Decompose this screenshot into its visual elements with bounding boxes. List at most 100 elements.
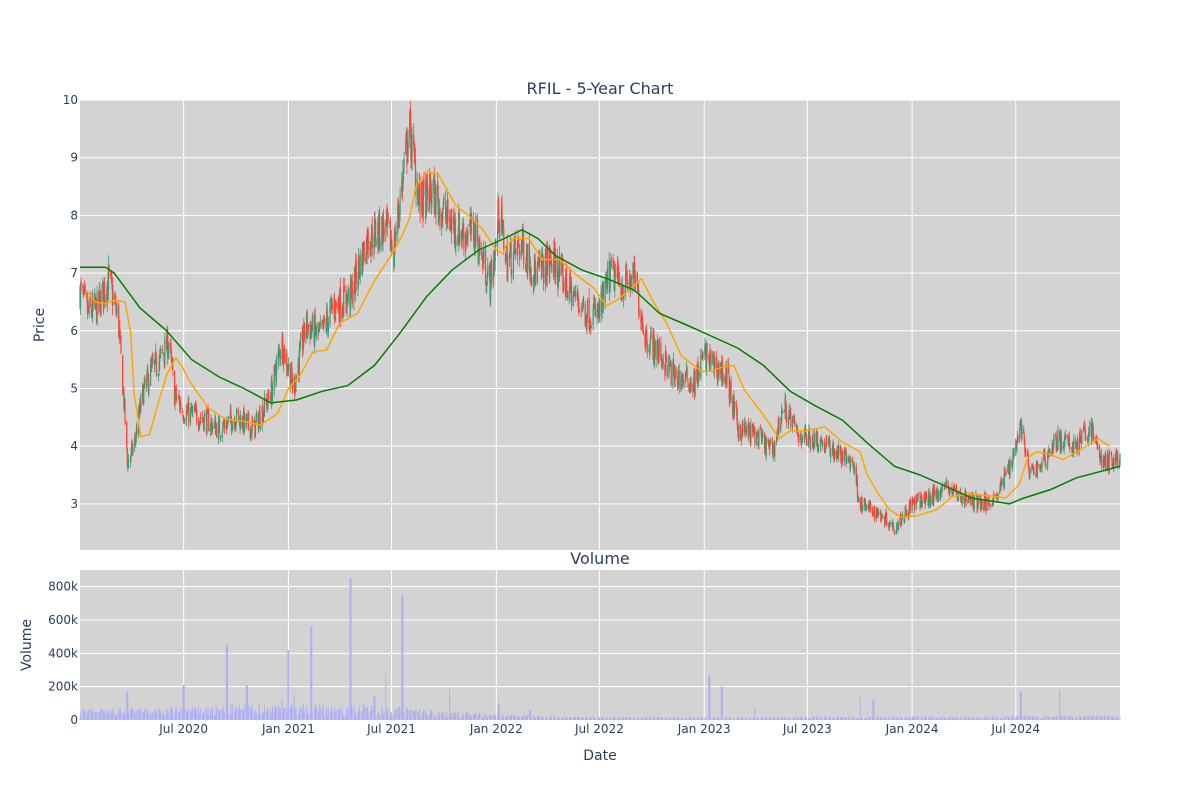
price-candle-body [267, 390, 269, 406]
volume-bar [748, 719, 750, 720]
price-candle-body [374, 222, 377, 242]
volume-bar [1024, 717, 1026, 720]
volume-bar [781, 716, 783, 720]
volume-bar [985, 716, 987, 720]
volume-bar [359, 711, 361, 720]
price-candle-body [1093, 435, 1095, 441]
volume-bar [298, 715, 300, 720]
volume-bar [178, 710, 180, 720]
volume-bar [793, 717, 795, 720]
volume-bar [633, 716, 635, 720]
price-candle-body [848, 459, 851, 463]
volume-bar [736, 718, 738, 720]
volume-bar [796, 718, 798, 720]
volume-bar [79, 717, 81, 720]
volume-bar [154, 711, 156, 720]
volume-bar [921, 716, 923, 720]
volume-bar [386, 707, 388, 720]
volume-bar [403, 712, 405, 720]
volume-bar [168, 717, 170, 720]
price-candle-body [197, 422, 200, 427]
price-candle-body [658, 353, 660, 360]
volume-bar [924, 716, 926, 720]
volume-bar [437, 717, 439, 720]
price-candle-body [889, 523, 892, 524]
volume-bar [742, 716, 744, 720]
price-candle-body [478, 252, 480, 263]
volume-bar [561, 718, 563, 720]
price-candle-body [464, 233, 467, 252]
volume-bar [179, 714, 181, 720]
price-candle-body [634, 262, 636, 287]
volume-bar [1099, 716, 1101, 720]
price-plot-area [80, 100, 1120, 550]
price-candle-body [666, 364, 668, 377]
price-candle-body [460, 231, 463, 239]
volume-bar [1079, 715, 1081, 720]
volume-bar [1009, 717, 1011, 720]
volume-bar [915, 716, 917, 720]
price-candle-body [183, 419, 185, 422]
volume-bar [908, 717, 910, 720]
volume-bar [1020, 691, 1022, 720]
price-candle-body [161, 349, 164, 350]
volume-bar [928, 716, 930, 720]
price-candle-body [155, 355, 157, 373]
volume-bar [248, 704, 250, 720]
price-candle-body [164, 339, 166, 365]
price-candle-body [546, 267, 548, 286]
volume-bar [393, 714, 395, 720]
price-candle-body [888, 524, 890, 529]
volume-bar [92, 712, 94, 720]
volume-bar [92, 708, 94, 720]
price-candle-body [928, 492, 930, 506]
volume-bar [848, 716, 850, 720]
price-candle-body [227, 418, 229, 423]
volume-bar [555, 718, 557, 720]
volume-bar [146, 710, 148, 720]
price-candle-body [1075, 443, 1077, 446]
volume-bar [1118, 719, 1120, 720]
volume-bar [936, 718, 938, 720]
volume-bar [314, 707, 316, 720]
volume-bar [155, 712, 157, 720]
volume-bar [891, 716, 893, 720]
volume-bar [315, 707, 317, 720]
price-candle-body [562, 283, 565, 288]
price-candle-body [167, 333, 169, 359]
volume-bar [971, 717, 973, 720]
price-candle-body [397, 207, 399, 218]
volume-bar [279, 707, 281, 720]
volume-bar [107, 710, 109, 720]
price-candle-body [310, 327, 312, 340]
volume-bar [1077, 719, 1079, 720]
volume-bar [613, 717, 615, 720]
price-y-tick-label: 9 [70, 151, 78, 165]
volume-bar [684, 718, 686, 720]
volume-bar [1087, 718, 1089, 720]
volume-bar [219, 710, 221, 720]
volume-bar [211, 714, 213, 720]
volume-bar [881, 718, 883, 720]
price-candle-body [159, 353, 161, 363]
volume-bar [732, 718, 734, 720]
price-candle-body [479, 239, 481, 255]
price-y-tick-label: 8 [70, 208, 78, 222]
price-candle-body [988, 503, 991, 506]
price-y-tick-label: 5 [70, 381, 78, 395]
price-candle-body [90, 307, 92, 315]
price-candle-body [701, 355, 704, 360]
volume-bar [216, 708, 218, 720]
price-candle-body [1069, 446, 1071, 447]
volume-bar [560, 718, 562, 720]
volume-bar [578, 718, 580, 720]
volume-bar [632, 718, 634, 720]
volume-bar [728, 717, 730, 720]
price-candle-body [911, 499, 913, 512]
price-candle-body [466, 239, 468, 242]
volume-bar [843, 716, 845, 720]
volume-bar [661, 716, 663, 720]
volume-bar [118, 708, 120, 720]
volume-bar [1044, 717, 1046, 720]
volume-bar [542, 718, 544, 720]
